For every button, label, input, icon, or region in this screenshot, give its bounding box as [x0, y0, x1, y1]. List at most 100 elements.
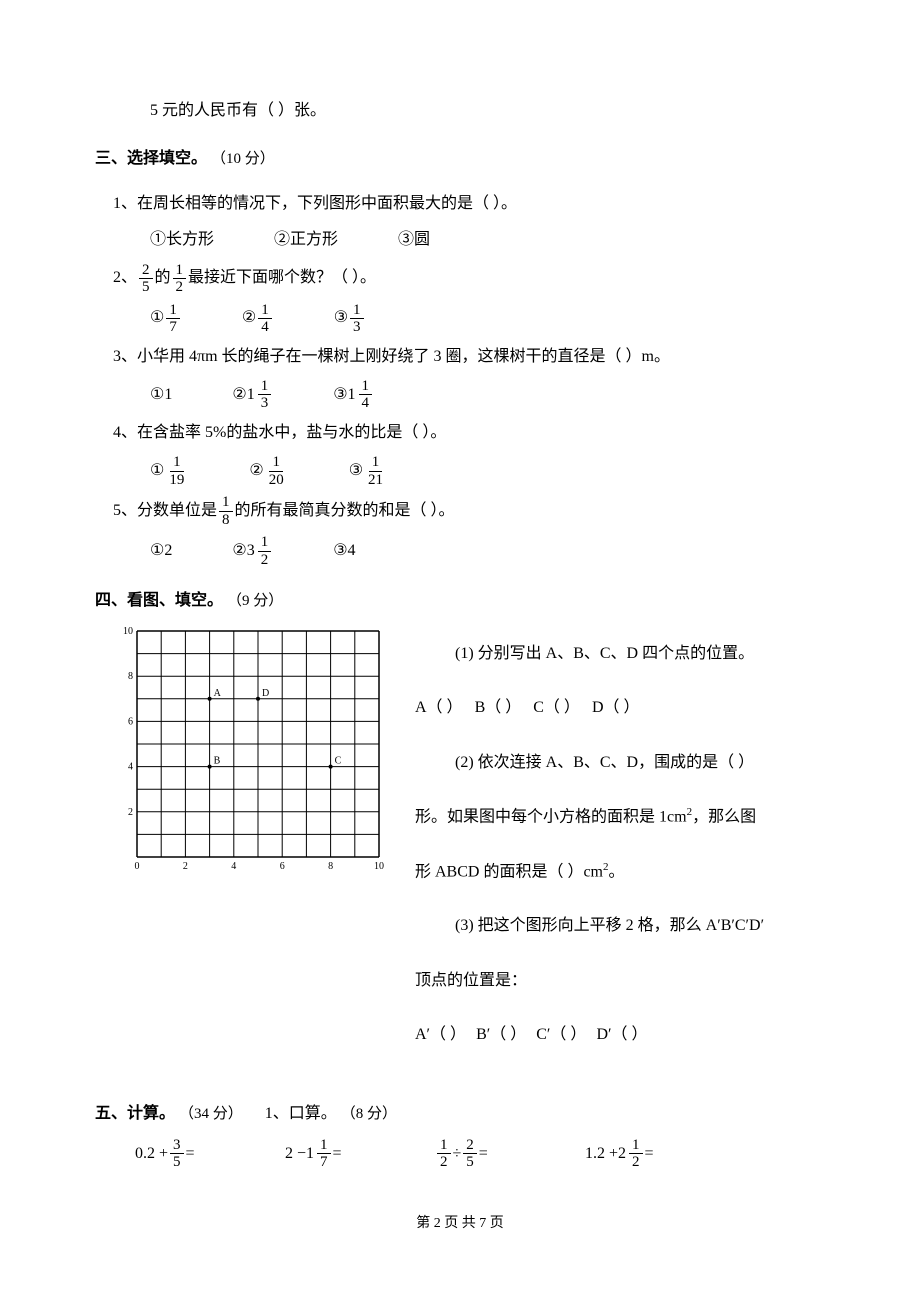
frac-num: 1 [258, 534, 272, 552]
frac-den: 4 [359, 395, 373, 412]
s3-q1-opt3: ③圆 [398, 225, 430, 255]
blank-C: C（ ） [533, 699, 580, 716]
s3-q5-opt3: ③4 [333, 534, 355, 568]
frac-den: 2 [629, 1154, 643, 1171]
svg-text:2: 2 [183, 861, 188, 872]
text-run: 形 ABCD 的面积是（ ）cm [415, 863, 603, 880]
mixed-number: 312 [247, 534, 274, 568]
s3-q5-options: ①2 ② 312 ③4 [95, 534, 825, 568]
s3-q2-opt1: ① 17 [150, 302, 182, 336]
s3-q3-stem: 3、小华用 4πm 长的绳子在一棵树上刚好绕了 3 圈，这棵树干的直径是（ ）m… [95, 342, 825, 372]
s3-q5-opt1: ①2 [150, 534, 172, 568]
frac: 25 [463, 1137, 477, 1171]
s5-eq3: 12 ÷ 25 = [435, 1137, 585, 1171]
text-run: 2 − [285, 1139, 306, 1169]
s3-q5-stem: 5、分数单位是 18 的所有最简真分数的和是（ ）。 [95, 494, 825, 528]
s4-q3-l2: 顶点的位置是： [415, 966, 825, 996]
s3-q3-opt2: ② 113 [232, 378, 273, 412]
blank-B2: B′（ ） [476, 1026, 526, 1043]
svg-text:4: 4 [128, 761, 133, 772]
option-marker: ③ [349, 456, 363, 486]
blank-D2: D′（ ） [596, 1026, 647, 1043]
section5-heading: 五、计算。 （34 分） 1、口算。 （8 分） [95, 1099, 825, 1129]
svg-text:8: 8 [128, 671, 133, 682]
s4-q3-blanks: A′（ ） B′（ ） C′（ ） D′（ ） [415, 1020, 825, 1050]
section5-points: （34 分） [179, 1106, 243, 1122]
s4-q1-blanks: A（ ） B（ ） C（ ） D（ ） [415, 693, 825, 723]
s3-q4-opt2: ② 120 [249, 454, 288, 488]
frac-den: 3 [350, 319, 364, 336]
s3-q2-stem: 2、 2 5 的 1 2 最接近下面哪个数？（ ）。 [95, 262, 825, 296]
svg-text:10: 10 [374, 861, 384, 872]
frac-num: 1 [258, 302, 272, 320]
svg-text:10: 10 [123, 626, 133, 637]
s3-q2-pre: 2、 [113, 263, 137, 293]
s5-eq1: 0.2 + 35 = [135, 1137, 285, 1171]
text-run: = [645, 1139, 654, 1169]
text-run: ，那么图 [692, 808, 756, 825]
frac-den: 21 [365, 472, 386, 489]
blank-A2: A′（ ） [415, 1026, 466, 1043]
section4-title: 四、看图、填空。 [95, 592, 223, 609]
s5-eq4: 1.2 + 212 = [585, 1137, 735, 1171]
mixed-whole: 1 [306, 1139, 314, 1169]
top-fragment: 5 元的人民币有（ ）张。 [95, 96, 825, 126]
mixed-number: 117 [306, 1137, 333, 1171]
option-frac: 119 [166, 454, 187, 488]
s3-q2-mid: 的 [155, 263, 171, 293]
page-footer: 第 2 页 共 7 页 [95, 1211, 825, 1238]
text-run: 。 [609, 863, 625, 880]
s5-eqrow: 0.2 + 35 = 2 − 117 = 12 ÷ 25 = 1.2 + 212… [95, 1137, 825, 1171]
frac-den: 7 [166, 319, 180, 336]
s3-q3-options: ①1 ② 113 ③ 114 [95, 378, 825, 412]
section5-sub1-points: （8 分） [341, 1106, 397, 1122]
frac-num: 1 [219, 494, 233, 512]
s3-q2-opt2: ② 14 [242, 302, 274, 336]
frac: 35 [170, 1137, 184, 1171]
s3-q4-opt3: ③ 121 [349, 454, 388, 488]
section4-heading: 四、看图、填空。 （9 分） [95, 586, 825, 616]
option-frac: 14 [258, 302, 272, 336]
s3-q5-frac: 18 [219, 494, 233, 528]
frac-num: 1 [369, 454, 383, 472]
option-marker: ② [249, 456, 263, 486]
s5-eq2: 2 − 117 = [285, 1137, 435, 1171]
blank-B: B（ ） [475, 699, 522, 716]
text-run: = [186, 1139, 195, 1169]
frac: 12 [437, 1137, 451, 1171]
s3-q1-opt2: ②正方形 [274, 225, 338, 255]
frac-num: 1 [437, 1137, 451, 1155]
grid-chart-container: 0246810246810ABCD [115, 625, 385, 875]
frac-num: 3 [170, 1137, 184, 1155]
s3-q2-frac2: 1 2 [173, 262, 187, 296]
frac-num: 1 [359, 378, 373, 396]
frac-num: 1 [173, 262, 187, 280]
section4-text: (1) 分别写出 A、B、C、D 四个点的位置。 A（ ） B（ ） C（ ） … [385, 625, 825, 1075]
option-marker: ① [150, 456, 164, 486]
frac-num: 1 [166, 302, 180, 320]
svg-text:2: 2 [128, 807, 133, 818]
s4-q3-l1: (3) 把这个图形向上平移 2 格，那么 A′B′C′D′ [415, 911, 825, 941]
mixed-number: 113 [247, 378, 274, 412]
section5-title: 五、计算。 [95, 1105, 175, 1122]
s3-q3-opt3: ③ 114 [333, 378, 374, 412]
frac-den: 7 [317, 1154, 331, 1171]
option-marker: ① [150, 303, 164, 333]
s4-q2-l2: 形。如果图中每个小方格的面积是 1cm2，那么图 [415, 802, 825, 833]
blank-A: A（ ） [415, 699, 463, 716]
s3-q1-opt1: ①长方形 [150, 225, 214, 255]
svg-text:0: 0 [135, 861, 140, 872]
frac-num: 1 [170, 454, 184, 472]
s3-q1-options: ①长方形 ②正方形 ③圆 [95, 225, 825, 255]
blank-D: D（ ） [592, 699, 640, 716]
section4-points: （9 分） [227, 593, 283, 609]
section3-title: 三、选择填空。 [95, 150, 207, 167]
s3-q1-stem: 1、在周长相等的情况下，下列图形中面积最大的是（ ）。 [95, 189, 825, 219]
svg-text:4: 4 [231, 861, 236, 872]
frac-num: 1 [269, 454, 283, 472]
option-marker: ② [232, 380, 246, 410]
blank-C2: C′（ ） [536, 1026, 586, 1043]
option-frac: 13 [350, 302, 364, 336]
mixed-whole: 3 [247, 536, 255, 566]
frac-den: 5 [170, 1154, 184, 1171]
